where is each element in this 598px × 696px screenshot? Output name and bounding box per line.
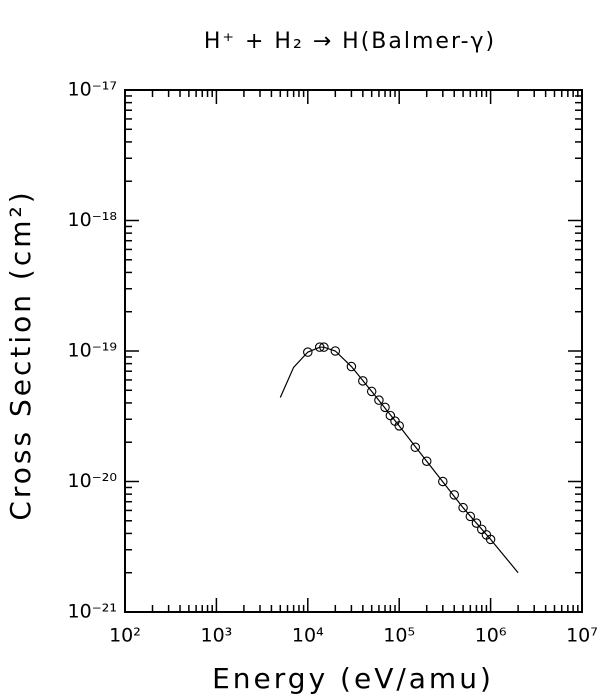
data-point	[314, 342, 325, 352]
chart-title: H⁺ + H₂ → H(Balmer-γ)	[204, 29, 496, 54]
data-point	[485, 534, 496, 545]
x-tick-label: 10⁵	[383, 625, 415, 647]
data-point	[330, 346, 341, 356]
data-point	[458, 502, 468, 513]
data-point	[421, 456, 432, 466]
data-point	[465, 511, 476, 522]
data-point	[366, 386, 377, 397]
data-point	[385, 410, 396, 421]
x-tick-label: 10⁷	[566, 625, 598, 647]
x-tick-label: 10²	[109, 625, 141, 647]
data-point	[471, 518, 482, 528]
plot-frame	[124, 89, 583, 613]
data-point	[410, 442, 421, 453]
fit-curve	[279, 346, 519, 574]
data-point	[374, 395, 384, 405]
y-axis-label: Cross Section (cm²)	[4, 189, 37, 520]
x-tick-label: 10⁴	[292, 625, 324, 647]
data-point	[346, 361, 357, 372]
y-tick-label: 10⁻¹⁹	[68, 340, 117, 362]
data-point	[449, 490, 459, 500]
y-tick-label: 10⁻²⁰	[68, 470, 117, 492]
data-point	[438, 476, 448, 487]
y-tick-label: 10⁻¹⁸	[68, 209, 117, 231]
data-point	[303, 347, 313, 357]
data-point	[476, 524, 487, 535]
data-point	[319, 342, 329, 352]
x-tick-label: 10⁶	[475, 625, 507, 647]
x-tick-label: 10³	[201, 625, 233, 647]
y-tick-label: 10⁻¹⁷	[68, 79, 117, 101]
data-point	[394, 421, 404, 431]
y-tick-label: 10⁻²¹	[68, 601, 117, 623]
data-point	[358, 376, 368, 386]
data-point	[380, 402, 390, 413]
x-axis-label: Energy (eV/amu)	[212, 662, 494, 695]
